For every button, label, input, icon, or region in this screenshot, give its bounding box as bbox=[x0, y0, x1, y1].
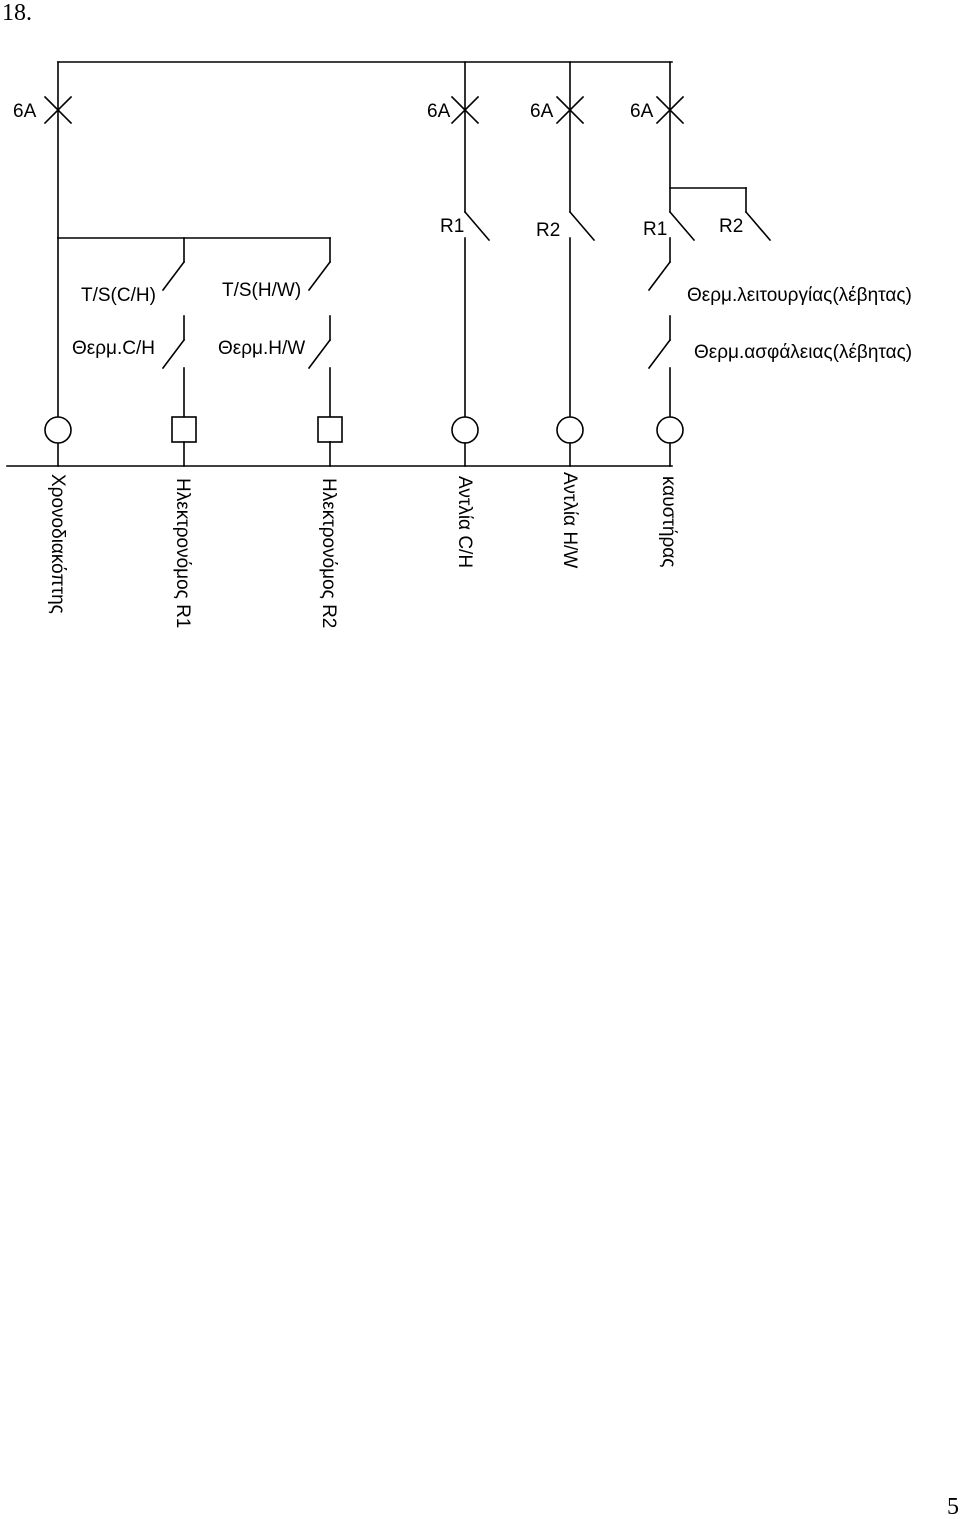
branch-timer: 6A bbox=[13, 61, 73, 467]
breaker-4-label: 6A bbox=[630, 101, 654, 122]
load-pump-ch-label: Αντλία C/H bbox=[454, 476, 475, 568]
ts-ch-label: T/S(C/H) bbox=[81, 285, 156, 306]
relay-r2-coil-icon bbox=[317, 416, 343, 443]
contact-r1-a-label: R1 bbox=[440, 216, 464, 237]
branch-burner bbox=[647, 61, 772, 467]
therm-safety-switch-icon bbox=[647, 338, 672, 370]
contact-r1-b-label: R1 bbox=[643, 219, 667, 240]
contact-r2-b-label: R2 bbox=[719, 216, 743, 237]
relay-r1-coil-icon bbox=[171, 416, 197, 443]
load-relay-r1-label: Ηλεκτρονόμος R1 bbox=[172, 478, 193, 628]
load-timer-label: Χρονοδιακόπτης bbox=[47, 474, 68, 614]
contact-r2-a-label: R2 bbox=[536, 220, 560, 241]
r2-contact-b-icon bbox=[744, 210, 772, 242]
breaker-3-label: 6A bbox=[530, 101, 554, 122]
branch-relay-r1 bbox=[161, 237, 197, 467]
therm-operation-label: Θερμ.λειτουργίας(λέβητας) bbox=[687, 285, 912, 306]
load-relay-r2-label: Ηλεκτρονόμος R2 bbox=[318, 478, 339, 628]
r1-contact-icon bbox=[463, 210, 491, 242]
ts-ch-switch-icon bbox=[161, 260, 186, 292]
branch-relay-r2 bbox=[307, 237, 343, 467]
ts-hw-switch-icon bbox=[307, 260, 332, 292]
therm-hw-switch-icon bbox=[307, 338, 332, 370]
therm-operation-switch-icon bbox=[647, 260, 672, 292]
breaker-2-label: 6A bbox=[427, 101, 451, 122]
branch-pump-ch bbox=[450, 61, 491, 467]
breaker-3-icon bbox=[555, 95, 585, 125]
breaker-1-label: 6A bbox=[13, 101, 37, 122]
r2-contact-icon bbox=[568, 210, 596, 242]
breaker-1-icon bbox=[43, 95, 73, 125]
branch-pump-hw bbox=[555, 61, 596, 467]
load-pump-hw-label: Αντλία H/W bbox=[559, 472, 580, 568]
page-number-top: 18. bbox=[2, 0, 32, 26]
load-burner-label: καυστήρας bbox=[658, 476, 679, 567]
breaker-2-icon bbox=[450, 95, 480, 125]
timer-coil-icon bbox=[44, 416, 72, 444]
r1-contact-b-icon bbox=[668, 210, 696, 242]
therm-ch-switch-icon bbox=[161, 338, 186, 370]
page-number-bottom: 5 bbox=[947, 1494, 959, 1519]
pump-hw-icon bbox=[556, 416, 584, 444]
burner-icon bbox=[656, 416, 684, 444]
therm-ch-label: Θερμ.C/H bbox=[72, 338, 155, 359]
therm-hw-label: Θερμ.H/W bbox=[218, 338, 305, 359]
breaker-4-icon bbox=[655, 95, 685, 125]
pump-ch-icon bbox=[451, 416, 479, 444]
ts-hw-label: T/S(H/W) bbox=[222, 280, 301, 301]
therm-safety-label: Θερμ.ασφάλειας(λέβητας) bbox=[694, 342, 912, 363]
